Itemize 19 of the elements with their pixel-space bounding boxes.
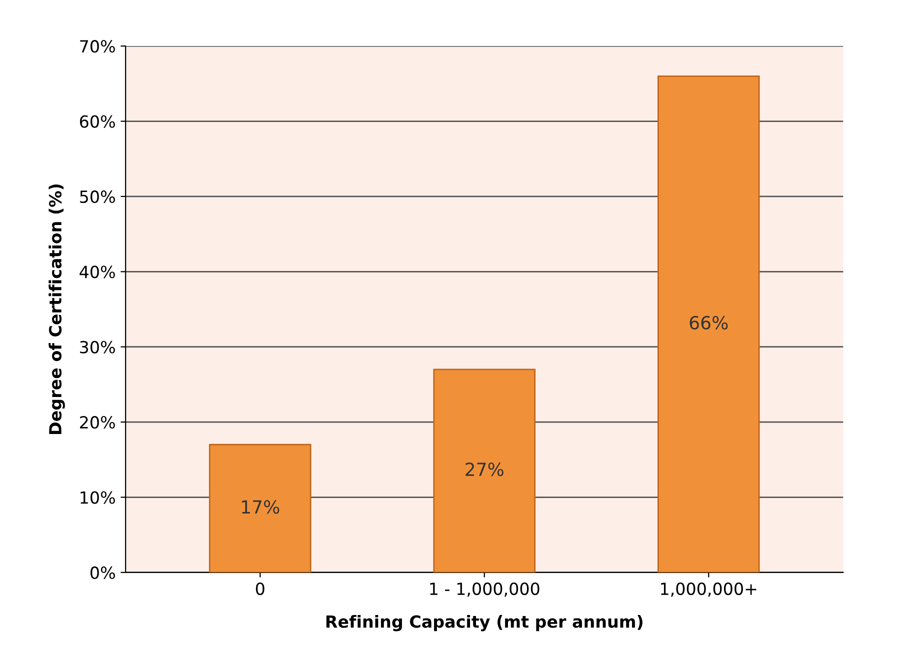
y-tick-label: 0% xyxy=(90,566,115,580)
y-tick-label: 70% xyxy=(80,40,115,53)
bar xyxy=(208,444,312,572)
data-label: 66% xyxy=(690,316,728,330)
y-axis-title: Degree of Certification (%) xyxy=(48,184,65,434)
bar xyxy=(433,368,536,572)
y-tick-label: 50% xyxy=(80,190,115,204)
y-tick-label: 40% xyxy=(80,266,115,278)
x-tick-label: 0 xyxy=(256,582,264,596)
x-tick-label: 1,000,000+ xyxy=(661,582,756,597)
x-axis-title: Refining Capacity (mt per annum) xyxy=(326,614,642,632)
x-tick-label: 1 - 1,000,000 xyxy=(430,582,540,597)
y-tick-label: 20% xyxy=(80,416,115,429)
y-tick-label: 10% xyxy=(80,491,115,504)
y-tick-label: 60% xyxy=(80,115,115,128)
bar xyxy=(657,75,760,572)
y-tick-label: 30% xyxy=(80,340,115,354)
data-label: 27% xyxy=(466,462,504,476)
data-label: 17% xyxy=(242,500,280,514)
